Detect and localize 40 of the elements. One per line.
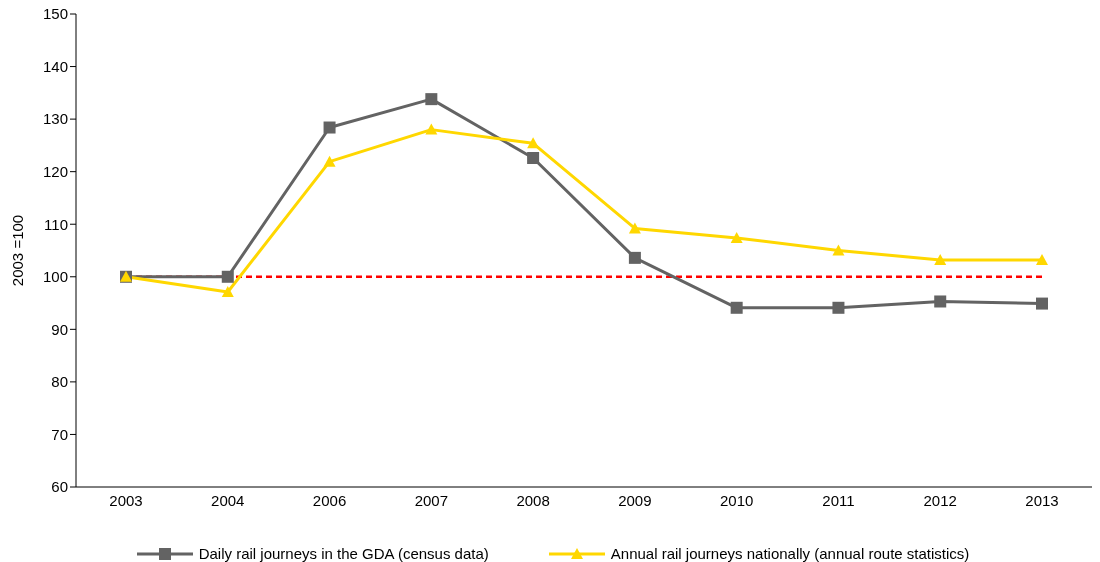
x-tick-label: 2010 bbox=[719, 491, 754, 509]
point bbox=[221, 286, 234, 298]
x-tick-label: 2006 bbox=[312, 491, 347, 509]
y-tick-label: 110 bbox=[44, 215, 68, 233]
point bbox=[425, 93, 438, 106]
point bbox=[425, 123, 438, 135]
y-tick-label: 70 bbox=[51, 425, 68, 443]
point bbox=[628, 251, 641, 264]
y-tick-label: 60 bbox=[51, 478, 68, 496]
y-tick-label: 130 bbox=[42, 110, 68, 128]
point bbox=[1036, 253, 1048, 265]
legend-label: Daily rail journeys in the GDA (census data) bbox=[198, 545, 489, 562]
point bbox=[832, 244, 845, 256]
point bbox=[1036, 297, 1048, 310]
point bbox=[323, 121, 336, 134]
y-tick-label: 140 bbox=[42, 57, 68, 75]
point bbox=[832, 301, 845, 314]
y-tick-label: 120 bbox=[42, 162, 68, 180]
x-tick-label: 2004 bbox=[211, 491, 245, 509]
y-tick-label: 150 bbox=[42, 5, 68, 23]
point bbox=[527, 152, 540, 164]
point bbox=[934, 295, 947, 308]
x-tick-label: 2007 bbox=[414, 491, 449, 509]
x-tick-label: 2003 bbox=[109, 491, 143, 509]
point bbox=[730, 301, 743, 314]
legend-label: Annual rail journeys nationally (annual route statistics) bbox=[610, 545, 970, 562]
x-tick-label: 2011 bbox=[822, 491, 855, 509]
y-tick-label: 80 bbox=[51, 373, 68, 391]
y-tick-label: 90 bbox=[51, 320, 68, 338]
x-tick-label: 2009 bbox=[618, 491, 652, 509]
point bbox=[730, 231, 743, 243]
point bbox=[323, 155, 336, 167]
point bbox=[221, 270, 234, 283]
point bbox=[628, 222, 641, 234]
x-tick-label: 2013 bbox=[1025, 491, 1059, 509]
y-tick-label: 100 bbox=[42, 268, 68, 286]
point bbox=[934, 253, 947, 265]
x-tick-label: 2008 bbox=[516, 491, 550, 509]
x-tick-label: 2012 bbox=[923, 491, 957, 509]
y-axis-title: 2003 =100 bbox=[9, 214, 27, 287]
